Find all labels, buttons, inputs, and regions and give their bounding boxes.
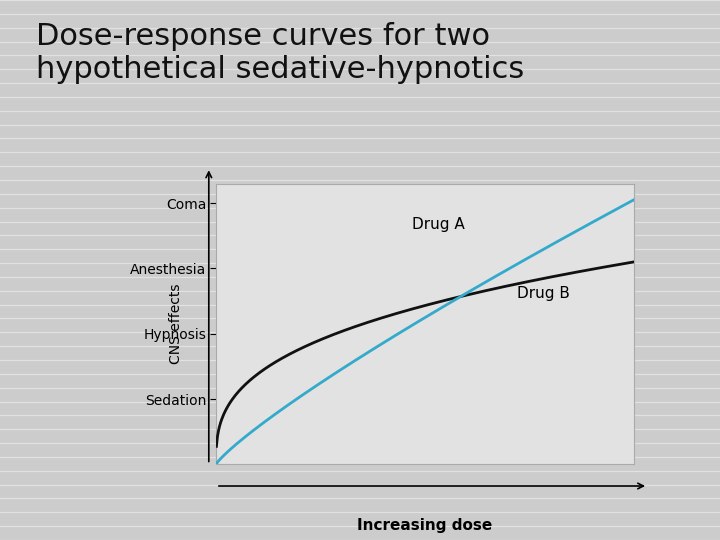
Text: Drug B: Drug B <box>517 286 570 301</box>
Text: Increasing dose: Increasing dose <box>357 518 492 534</box>
Text: Drug A: Drug A <box>413 217 465 232</box>
Text: CNS effects: CNS effects <box>169 284 184 364</box>
Text: Dose-response curves for two
hypothetical sedative-hypnotics: Dose-response curves for two hypothetica… <box>36 22 524 84</box>
